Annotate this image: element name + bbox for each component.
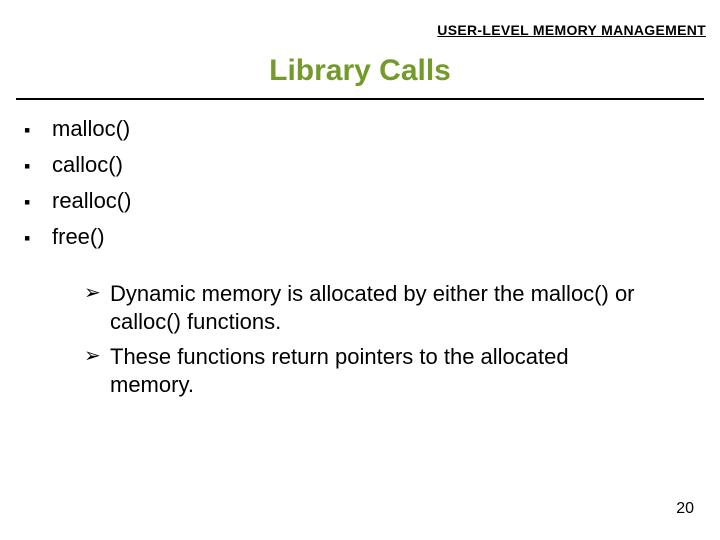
square-bullet-icon: ▪ <box>24 227 52 249</box>
function-list: ▪ malloc() ▪ calloc() ▪ realloc() ▪ free… <box>24 116 131 260</box>
list-item: ▪ malloc() <box>24 116 131 142</box>
list-item: ➢ These functions return pointers to the… <box>84 343 644 398</box>
page-number: 20 <box>676 500 694 518</box>
square-bullet-icon: ▪ <box>24 119 52 141</box>
arrow-bullet-icon: ➢ <box>84 280 110 306</box>
notes-list: ➢ Dynamic memory is allocated by either … <box>84 280 644 406</box>
function-name: calloc() <box>52 152 123 178</box>
list-item: ▪ realloc() <box>24 188 131 214</box>
list-item: ▪ calloc() <box>24 152 131 178</box>
slide: USER-LEVEL MEMORY MANAGEMENT Library Cal… <box>0 0 720 540</box>
list-item: ➢ Dynamic memory is allocated by either … <box>84 280 644 335</box>
square-bullet-icon: ▪ <box>24 191 52 213</box>
header-label: USER-LEVEL MEMORY MANAGEMENT <box>437 22 706 38</box>
note-text: Dynamic memory is allocated by either th… <box>110 280 644 335</box>
note-text: These functions return pointers to the a… <box>110 343 644 398</box>
list-item: ▪ free() <box>24 224 131 250</box>
function-name: realloc() <box>52 188 131 214</box>
slide-title: Library Calls <box>0 54 720 88</box>
function-name: malloc() <box>52 116 130 142</box>
arrow-bullet-icon: ➢ <box>84 343 110 369</box>
square-bullet-icon: ▪ <box>24 155 52 177</box>
function-name: free() <box>52 224 105 250</box>
title-rule <box>16 98 704 100</box>
